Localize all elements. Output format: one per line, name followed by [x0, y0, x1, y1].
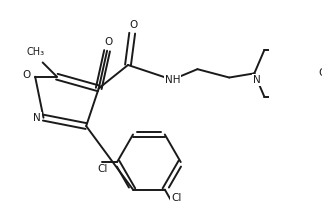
Text: O: O: [23, 70, 31, 80]
Text: O: O: [105, 37, 113, 47]
Text: N: N: [33, 113, 41, 123]
Text: O: O: [319, 68, 322, 78]
Text: Cl: Cl: [171, 193, 182, 203]
Text: Cl: Cl: [97, 164, 107, 174]
Text: CH₃: CH₃: [27, 48, 45, 57]
Text: NH: NH: [165, 75, 180, 85]
Text: O: O: [130, 20, 138, 30]
Text: N: N: [253, 75, 261, 85]
